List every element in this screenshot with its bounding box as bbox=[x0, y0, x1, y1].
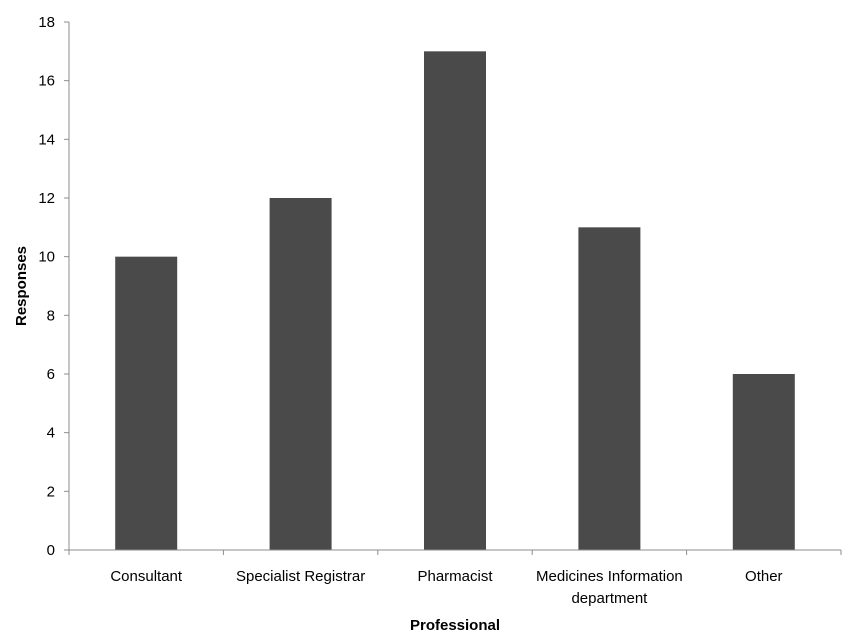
x-tick-label: Medicines Information department bbox=[536, 568, 683, 607]
y-tick-label: 16 bbox=[38, 73, 55, 90]
bar bbox=[269, 198, 332, 550]
x-axis-title: Professional bbox=[410, 617, 500, 632]
y-tick-label: 0 bbox=[47, 542, 55, 559]
y-axis-ticks bbox=[64, 21, 69, 551]
bar bbox=[732, 374, 795, 550]
y-tick-label: 10 bbox=[38, 249, 55, 266]
y-tick-label: 14 bbox=[38, 131, 55, 148]
x-tick-label: Specialist Registrar bbox=[236, 568, 365, 585]
x-tick-label: Consultant bbox=[110, 568, 183, 585]
y-tick-label: 2 bbox=[47, 483, 55, 500]
y-tick-label: 8 bbox=[47, 307, 55, 324]
x-tick-label: Pharmacist bbox=[417, 568, 493, 585]
y-tick-label: 18 bbox=[38, 14, 55, 31]
y-tick-label: 6 bbox=[47, 366, 55, 383]
bar bbox=[424, 51, 486, 550]
bar bbox=[578, 227, 641, 551]
x-axis-ticks bbox=[68, 550, 842, 555]
x-axis-tick-labels: Consultant Specialist Registrar Pharmacist… bbox=[110, 568, 782, 607]
x-tick-label: Other bbox=[745, 568, 783, 585]
bars bbox=[115, 51, 795, 551]
y-axis-tick-labels: 0 2 4 6 8 10 12 14 16 18 bbox=[38, 14, 55, 559]
y-tick-label: 12 bbox=[38, 190, 55, 207]
y-tick-label: 4 bbox=[47, 425, 55, 442]
bar bbox=[115, 256, 178, 550]
y-axis-title: Responses bbox=[13, 246, 30, 326]
